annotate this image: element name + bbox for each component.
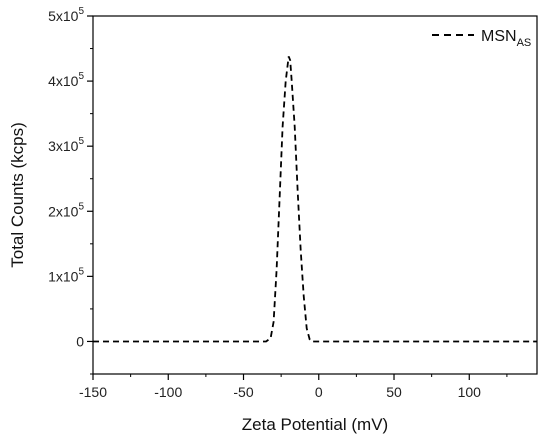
- y-tick-label: 5x105: [48, 6, 84, 24]
- y-tick-times: x: [56, 8, 63, 24]
- x-tick-label: -150: [79, 384, 107, 400]
- y-tick-label: 3x105: [48, 136, 84, 154]
- y-axis-label: Total Counts (kcps): [8, 122, 27, 268]
- y-tick-times: x: [56, 138, 63, 154]
- y-tick-mantissa: 5: [48, 8, 56, 24]
- legend: MSNAS: [432, 28, 531, 49]
- x-tick-label: 50: [386, 384, 402, 400]
- x-tick-label: -50: [233, 384, 253, 400]
- x-tick-label: -100: [154, 384, 182, 400]
- y-tick-mantissa: 0: [76, 333, 84, 349]
- y-tick-base: 10: [63, 203, 79, 219]
- y-axis-ticks: [87, 15, 93, 375]
- y-tick-mantissa: 1: [48, 268, 56, 284]
- x-axis-ticks: [92, 374, 508, 380]
- y-tick-times: x: [56, 268, 63, 284]
- y-tick-exponent: 5: [78, 266, 84, 277]
- y-tick-times: x: [56, 73, 63, 89]
- y-tick-base: 10: [63, 268, 79, 284]
- y-tick-base: 10: [63, 138, 79, 154]
- y-tick-label: 0: [76, 333, 84, 349]
- series-layer: [93, 56, 537, 343]
- y-tick-base: 10: [63, 73, 79, 89]
- y-tick-mantissa: 2: [48, 203, 56, 219]
- y-tick-mantissa: 4: [48, 73, 56, 89]
- x-tick-label: 100: [458, 384, 482, 400]
- y-tick-mantissa: 3: [48, 138, 56, 154]
- legend-label: MSNAS: [481, 28, 531, 49]
- y-tick-label: 2x105: [48, 201, 84, 219]
- series-line: [93, 56, 537, 343]
- legend-series-subscript: AS: [517, 37, 532, 49]
- y-tick-label: 4x105: [48, 71, 84, 89]
- legend-series-name: MSN: [481, 28, 517, 45]
- y-tick-times: x: [56, 203, 63, 219]
- y-tick-exponent: 5: [78, 201, 84, 212]
- plot-frame: [92, 15, 538, 375]
- x-tick-labels: -150 -100 -50 0 50 100: [79, 384, 481, 400]
- y-tick-base: 10: [63, 8, 79, 24]
- x-axis-label: Zeta Potential (mV): [242, 415, 388, 434]
- y-tick-label: 1x105: [48, 266, 84, 284]
- y-tick-exponent: 5: [78, 71, 84, 82]
- x-tick-label: 0: [315, 384, 323, 400]
- y-tick-exponent: 5: [78, 136, 84, 147]
- y-tick-exponent: 5: [78, 6, 84, 17]
